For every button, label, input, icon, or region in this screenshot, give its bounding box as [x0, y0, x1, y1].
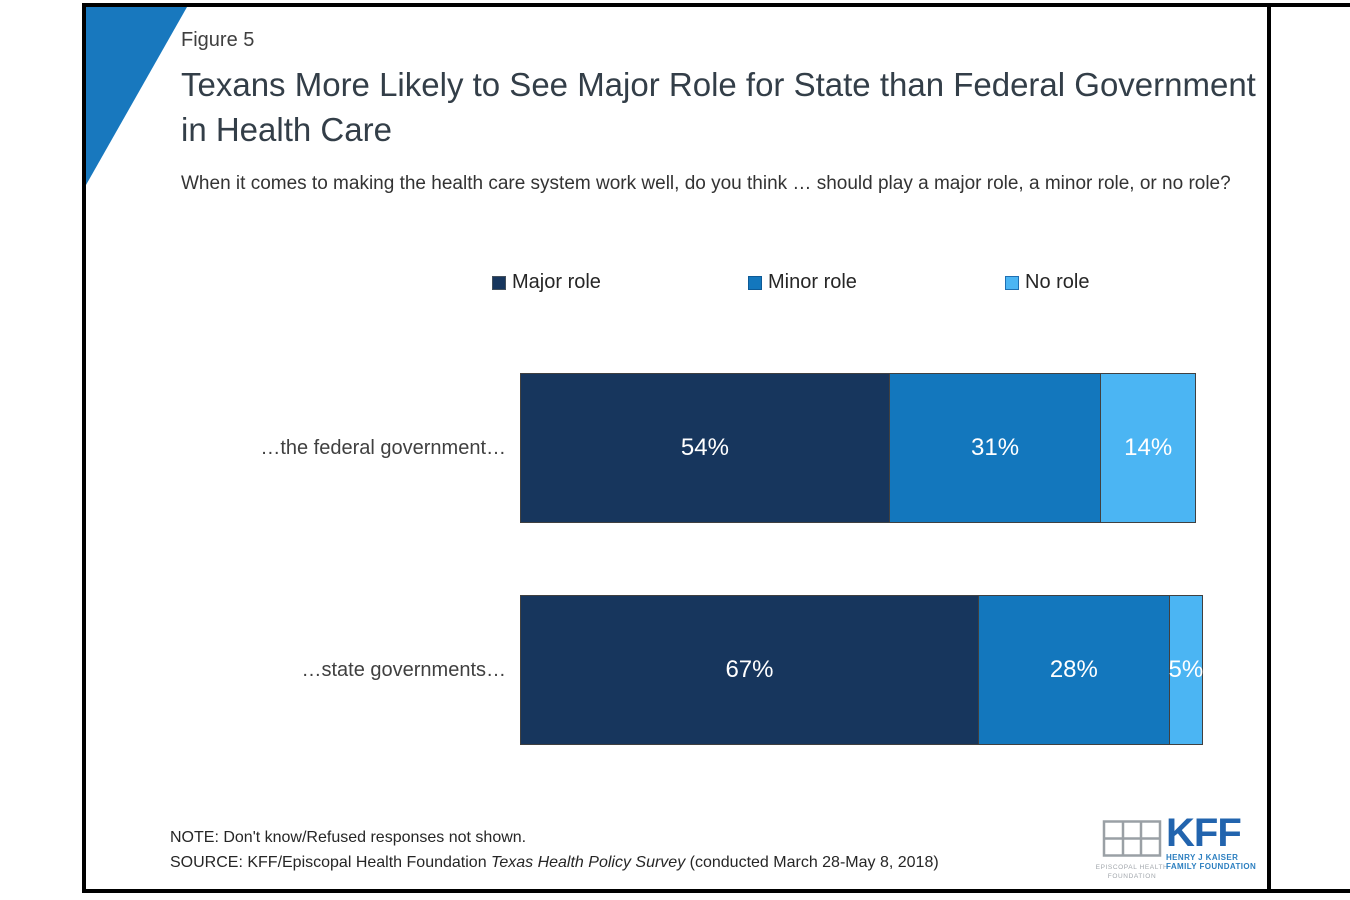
category-label: …the federal government…	[260, 436, 506, 459]
ehf-logo-icon	[1102, 820, 1162, 857]
kff-logo-text-line2: FAMILY FOUNDATION	[1166, 862, 1257, 871]
chart-row: …state governments… 67% 28% 5%	[86, 595, 1267, 745]
frame-border-bottom	[82, 889, 1350, 893]
frame-border-top	[82, 3, 1350, 7]
bar-segment-minor-role: 31%	[888, 373, 1102, 523]
kff-logo-wordmark: KFF	[1166, 811, 1242, 855]
bar-segment-minor-role: 28%	[977, 595, 1170, 745]
kff-logo: KFF HENRY J KAISER FAMILY FOUNDATION	[1166, 813, 1256, 871]
corner-triangle-decoration	[86, 7, 187, 185]
legend-label: No role	[1025, 271, 1090, 293]
category-label: …state governments…	[301, 658, 506, 681]
legend-label: Major role	[512, 271, 601, 293]
segment-value-label: 31%	[971, 434, 1020, 461]
note-text: NOTE: Don't know/Refused responses not s…	[170, 829, 527, 846]
chart-row: …the federal government… 54% 31% 14%	[86, 373, 1267, 523]
segment-value-label: 67%	[725, 656, 774, 683]
source-text: SOURCE: KFF/Episcopal Health Foundation …	[170, 850, 939, 875]
figure-label: Figure 5	[181, 29, 255, 51]
legend-label: Minor role	[768, 271, 857, 293]
legend-item: Minor role	[748, 271, 857, 294]
slide-page: Figure 5 Texans More Likely to See Major…	[86, 7, 1267, 889]
segment-value-label: 28%	[1049, 656, 1098, 683]
ehf-logo-text-line2: FOUNDATION	[1107, 873, 1157, 880]
legend-item: No role	[1005, 271, 1089, 294]
legend-swatch-icon	[1005, 275, 1019, 290]
ehf-logo: EPISCOPAL HEALTH FOUNDATION	[1093, 820, 1171, 881]
bar-segment-no-role: 5%	[1169, 595, 1203, 745]
page-title: Texans More Likely to See Major Role for…	[181, 66, 1256, 148]
segment-value-label: 14%	[1124, 434, 1173, 461]
segment-value-label: 54%	[680, 434, 729, 461]
stacked-bar: 54% 31% 14%	[520, 373, 1205, 523]
survey-question-subtitle: When it comes to making the health care …	[181, 173, 1231, 194]
footer-notes: NOTE: Don't know/Refused responses not s…	[170, 825, 939, 875]
bar-segment-major-role: 54%	[520, 373, 890, 523]
frame-border-left	[82, 3, 86, 893]
kff-logo-text-line1: HENRY J KAISER	[1166, 853, 1239, 862]
bar-segment-no-role: 14%	[1100, 373, 1197, 523]
source-prefix: SOURCE: KFF/Episcopal Health Foundation	[170, 854, 492, 871]
stacked-bar: 67% 28% 5%	[520, 595, 1205, 745]
source-suffix: (conducted March 28-May 8, 2018)	[685, 854, 939, 871]
legend-item: Major role	[492, 271, 601, 294]
ehf-logo-text-line1: EPISCOPAL HEALTH	[1095, 864, 1169, 871]
source-survey-name: Texas Health Policy Survey	[491, 854, 686, 871]
legend-swatch-icon	[492, 275, 506, 290]
frame-border-right	[1267, 3, 1271, 893]
bar-segment-major-role: 67%	[520, 595, 979, 745]
legend-swatch-icon	[748, 275, 762, 290]
segment-value-label: 5%	[1168, 656, 1204, 683]
